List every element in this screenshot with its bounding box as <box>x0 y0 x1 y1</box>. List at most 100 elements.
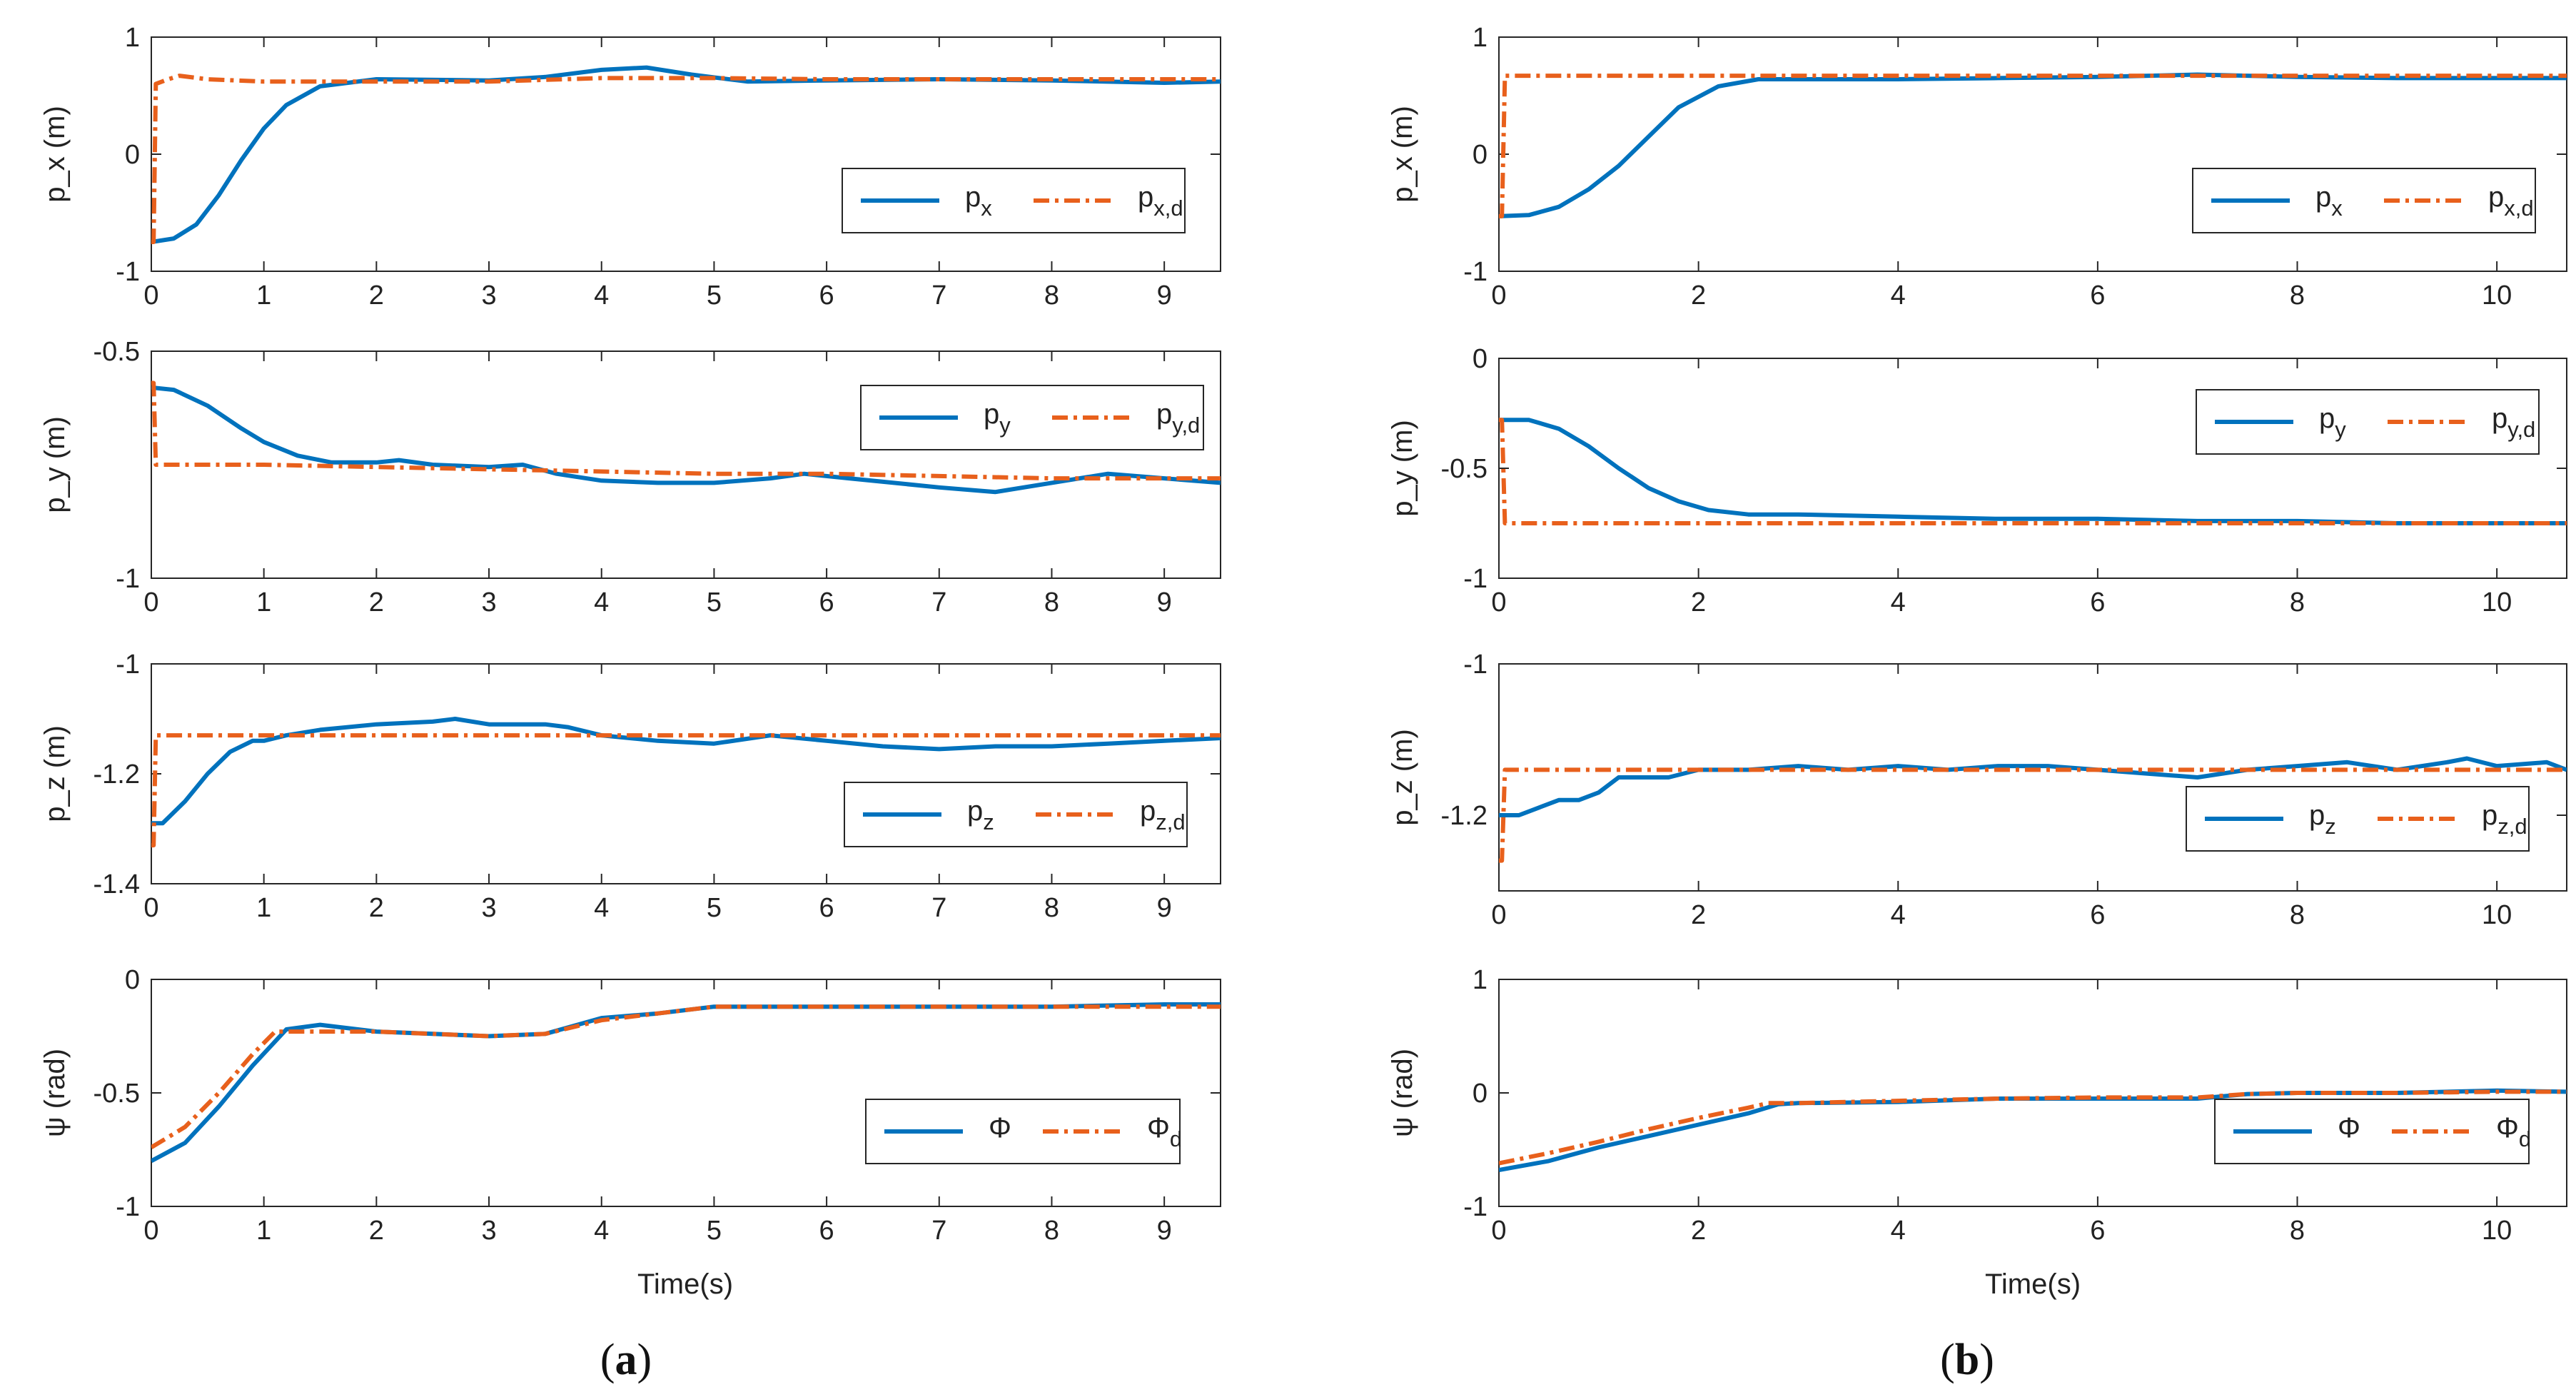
legend: px px,d <box>842 168 1186 233</box>
y-tick-label: -1.2 <box>94 760 140 790</box>
subplot-a4: 0 1 2 3 4 5 6 7 8 9 -1 -0.5 0 ψ (rad) Φ Φd <box>39 965 1221 1246</box>
x-tick-label: 9 <box>1157 893 1172 923</box>
y-axis-label: ψ (rad) <box>39 1049 71 1137</box>
plot-frame <box>151 350 1221 579</box>
x-axis-label-a: Time(s) <box>637 1269 733 1300</box>
series-line-p-y <box>1499 418 2567 525</box>
y-tick-label: 0 <box>125 140 140 170</box>
x-tick-label: 0 <box>1491 900 1506 930</box>
x-tick-label: 4 <box>594 1216 609 1246</box>
x-tick-label: 9 <box>1157 1216 1172 1246</box>
y-axis-label: ψ (rad) <box>1387 1049 1418 1137</box>
series-line-p-y-d <box>151 380 1221 481</box>
y-axis-label: p_x (m) <box>1387 106 1418 203</box>
x-tick-label: 6 <box>2090 1216 2105 1246</box>
y-axis-label: p_x (m) <box>39 106 71 203</box>
y-axis-label: p_y (m) <box>39 416 71 513</box>
y-tick-label: 0 <box>1473 1079 1487 1109</box>
legend-label-desired: py,d <box>2492 403 2535 442</box>
x-tick-label: 6 <box>819 587 834 617</box>
legend: py py,d <box>860 385 1204 450</box>
x-tick-label: 0 <box>143 893 158 923</box>
x-tick-label: 2 <box>1691 587 1706 617</box>
x-tick-label: 7 <box>931 893 946 923</box>
series-line-p-z-d <box>1499 767 2567 863</box>
legend-label-actual: Φ <box>989 1112 1011 1144</box>
x-tick-label: 8 <box>1044 893 1059 923</box>
legend-label-actual: py <box>2319 403 2346 442</box>
x-tick-label: 0 <box>1491 1216 1506 1246</box>
x-tick-label: 6 <box>2090 281 2105 311</box>
x-tick-label: 2 <box>369 281 384 311</box>
x-tick-label: 2 <box>369 893 384 923</box>
x-tick-label: 4 <box>1891 587 1906 617</box>
y-tick-label: -1 <box>1463 564 1487 594</box>
legend-label-actual: pz <box>967 795 994 834</box>
y-tick-label: -1 <box>1463 257 1487 287</box>
legend-label-actual: px <box>2315 181 2343 221</box>
caption-a: (a) <box>600 1336 652 1384</box>
legend-label-desired: Φd <box>2496 1112 2531 1151</box>
x-tick-label: 7 <box>931 281 946 311</box>
caption-b: (b) <box>1940 1336 1994 1384</box>
x-tick-label: 10 <box>2482 587 2512 617</box>
x-tick-label: 4 <box>594 281 609 311</box>
x-tick-label: 4 <box>1891 900 1906 930</box>
y-axis-label: p_y (m) <box>1387 420 1418 517</box>
subplot-b2: 0 2 4 6 8 10 -1 -0.5 0 p_y (m) py py,d <box>1387 344 2567 617</box>
x-tick-label: 8 <box>2290 587 2305 617</box>
x-tick-label: 5 <box>707 1216 722 1246</box>
x-tick-label: 10 <box>2482 900 2512 930</box>
x-tick-label: 9 <box>1157 587 1172 617</box>
y-tick-label: -1 <box>116 1192 140 1222</box>
legend: px px,d <box>2192 168 2536 233</box>
x-tick-label: 5 <box>707 587 722 617</box>
x-tick-label: 3 <box>481 893 496 923</box>
x-tick-label: 6 <box>819 281 834 311</box>
legend-label-desired: pz,d <box>1140 795 1186 834</box>
x-tick-label: 8 <box>1044 587 1059 617</box>
x-tick-label: 5 <box>707 281 722 311</box>
x-tick-label: 8 <box>1044 1216 1059 1246</box>
x-tick-label: 1 <box>256 587 271 617</box>
legend-label-desired: Φd <box>1147 1112 1182 1151</box>
series-line-p-z <box>151 717 1221 826</box>
series-line-p-x-d <box>151 74 1221 244</box>
legend: Φ Φd <box>2214 1099 2531 1164</box>
x-tick-label: 6 <box>819 893 834 923</box>
series-line--d <box>1499 1089 2567 1166</box>
plot-frame <box>1498 36 2567 272</box>
x-tick-label: 9 <box>1157 281 1172 311</box>
y-tick-label: -1 <box>116 650 140 680</box>
y-tick-label: 1 <box>1473 965 1487 995</box>
y-tick-label: -0.5 <box>94 337 140 367</box>
legend-label-actual: pz <box>2309 800 2336 839</box>
series-line-p-x-d <box>1499 74 2567 218</box>
x-tick-label: 7 <box>931 1216 946 1246</box>
y-tick-label: 1 <box>1473 23 1487 53</box>
y-tick-label: -0.5 <box>94 1079 140 1109</box>
x-tick-label: 7 <box>931 587 946 617</box>
y-tick-label: 0 <box>125 965 140 995</box>
y-tick-label: 1 <box>125 23 140 53</box>
y-axis-label: p_z (m) <box>39 725 71 822</box>
plot-frame <box>1498 663 2567 892</box>
y-tick-label: -0.5 <box>1441 454 1487 484</box>
x-tick-label: 1 <box>256 893 271 923</box>
x-tick-label: 4 <box>594 893 609 923</box>
x-tick-label: 10 <box>2482 1216 2512 1246</box>
x-tick-label: 1 <box>256 281 271 311</box>
legend-label-desired: pz,d <box>2482 800 2527 839</box>
series-line-p-y-d <box>1499 418 2567 525</box>
legend-label-desired: py,d <box>1156 398 1200 438</box>
legend-label-desired: px,d <box>2488 181 2534 221</box>
x-tick-label: 4 <box>1891 1216 1906 1246</box>
x-tick-label: 8 <box>2290 900 2305 930</box>
y-tick-label: -1.2 <box>1441 801 1487 831</box>
plot-frame <box>151 663 1221 884</box>
series-line-p-y <box>151 385 1221 495</box>
legend: pz pz,d <box>2186 786 2530 852</box>
